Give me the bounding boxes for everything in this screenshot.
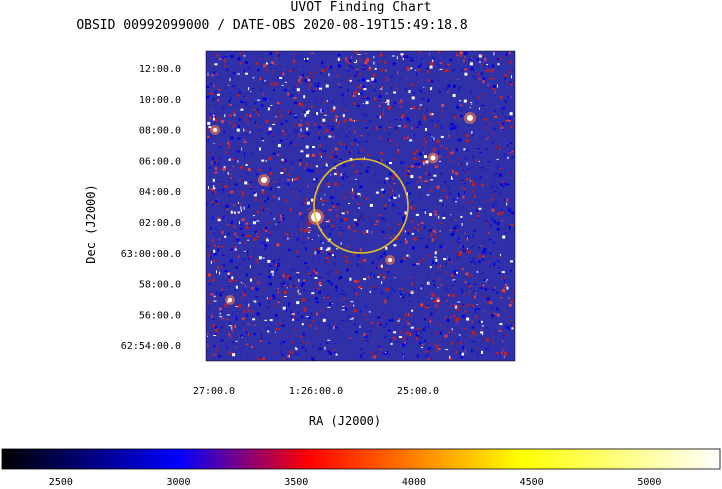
- y-tick-label: 04:00.0: [139, 187, 181, 198]
- x-tick-label: 25:00.0: [397, 386, 439, 397]
- y-tick-label: 10:00.0: [139, 95, 181, 106]
- noise-layer: [206, 51, 515, 361]
- y-tick-label: 12:00.0: [139, 64, 181, 75]
- star-5: [228, 298, 232, 302]
- x-axis-label: RA (J2000): [309, 414, 381, 428]
- y-axis-label: Dec (J2000): [84, 184, 98, 263]
- colorbar-tick-label: 3000: [167, 477, 191, 488]
- y-tick-label: 58:00.0: [139, 280, 181, 291]
- chart-subtitle: OBSID 00992099000 / DATE-OBS 2020-08-19T…: [76, 18, 468, 33]
- colorbar: [1, 448, 721, 470]
- source-region-circle: [313, 158, 409, 254]
- y-tick-label: 02:00.0: [139, 218, 181, 229]
- image-border: [205, 50, 516, 362]
- y-tick-label: 08:00.0: [139, 126, 181, 137]
- x-tick-label: 27:00.0: [193, 386, 235, 397]
- star-6: [388, 258, 392, 262]
- y-tick-label: 63:00:00.0: [121, 249, 181, 260]
- star-2: [467, 115, 473, 121]
- colorbar-tick-label: 2500: [49, 477, 73, 488]
- y-tick-label: 62:54:00.0: [121, 341, 181, 352]
- colorbar-tick-label: 3500: [284, 477, 308, 488]
- colorbar-tick-label: 4500: [520, 477, 544, 488]
- star-1: [261, 177, 267, 183]
- star-3: [430, 155, 436, 161]
- y-tick-label: 06:00.0: [139, 156, 181, 167]
- colorbar-tick-label: 5000: [637, 477, 661, 488]
- colorbar-tick-label: 4000: [402, 477, 426, 488]
- sky-background: [206, 51, 515, 361]
- x-tick-label: 1:26:00.0: [289, 386, 343, 397]
- star-4: [213, 128, 217, 132]
- y-tick-label: 56:00.0: [139, 310, 181, 321]
- chart-title: UVOT Finding Chart: [290, 0, 432, 15]
